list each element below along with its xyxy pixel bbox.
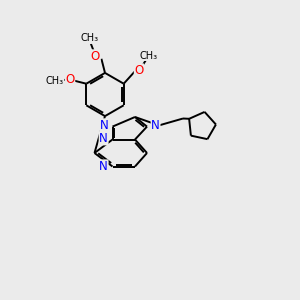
- Text: O: O: [134, 64, 144, 77]
- Text: N: N: [99, 132, 108, 145]
- Text: CH₃: CH₃: [140, 50, 158, 61]
- Text: N: N: [151, 119, 160, 132]
- Text: CH₃: CH₃: [46, 76, 64, 86]
- Text: O: O: [65, 73, 75, 86]
- Text: CH₃: CH₃: [80, 33, 98, 43]
- Text: N: N: [100, 119, 109, 132]
- Text: O: O: [91, 50, 100, 63]
- Text: N: N: [99, 160, 108, 173]
